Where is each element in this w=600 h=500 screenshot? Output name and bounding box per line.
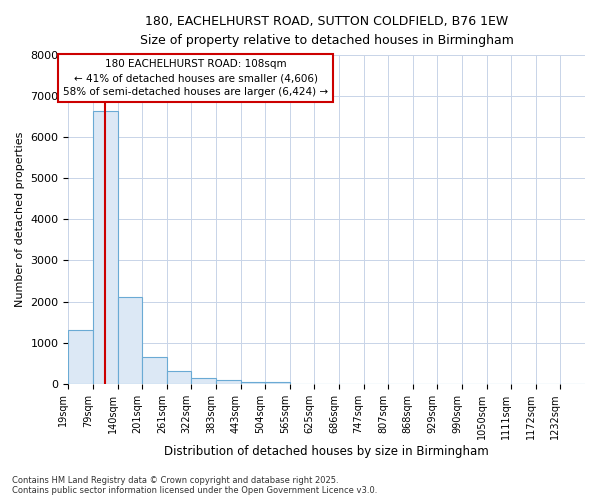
Bar (265, 382, 290, 384)
Text: Contains HM Land Registry data © Crown copyright and database right 2025.
Contai: Contains HM Land Registry data © Crown c… (12, 476, 377, 495)
Bar (167, 372, 191, 384)
Bar (142, 357, 167, 384)
Bar (68, 330, 93, 384)
Bar (216, 380, 241, 384)
Bar (118, 298, 142, 384)
Y-axis label: Number of detached properties: Number of detached properties (15, 132, 25, 307)
Bar (93, 110, 118, 384)
Bar (241, 382, 265, 384)
X-axis label: Distribution of detached houses by size in Birmingham: Distribution of detached houses by size … (164, 444, 489, 458)
Bar (191, 378, 216, 384)
Text: 180 EACHELHURST ROAD: 108sqm
← 41% of detached houses are smaller (4,606)
58% of: 180 EACHELHURST ROAD: 108sqm ← 41% of de… (63, 59, 328, 97)
Title: 180, EACHELHURST ROAD, SUTTON COLDFIELD, B76 1EW
Size of property relative to de: 180, EACHELHURST ROAD, SUTTON COLDFIELD,… (140, 15, 514, 47)
